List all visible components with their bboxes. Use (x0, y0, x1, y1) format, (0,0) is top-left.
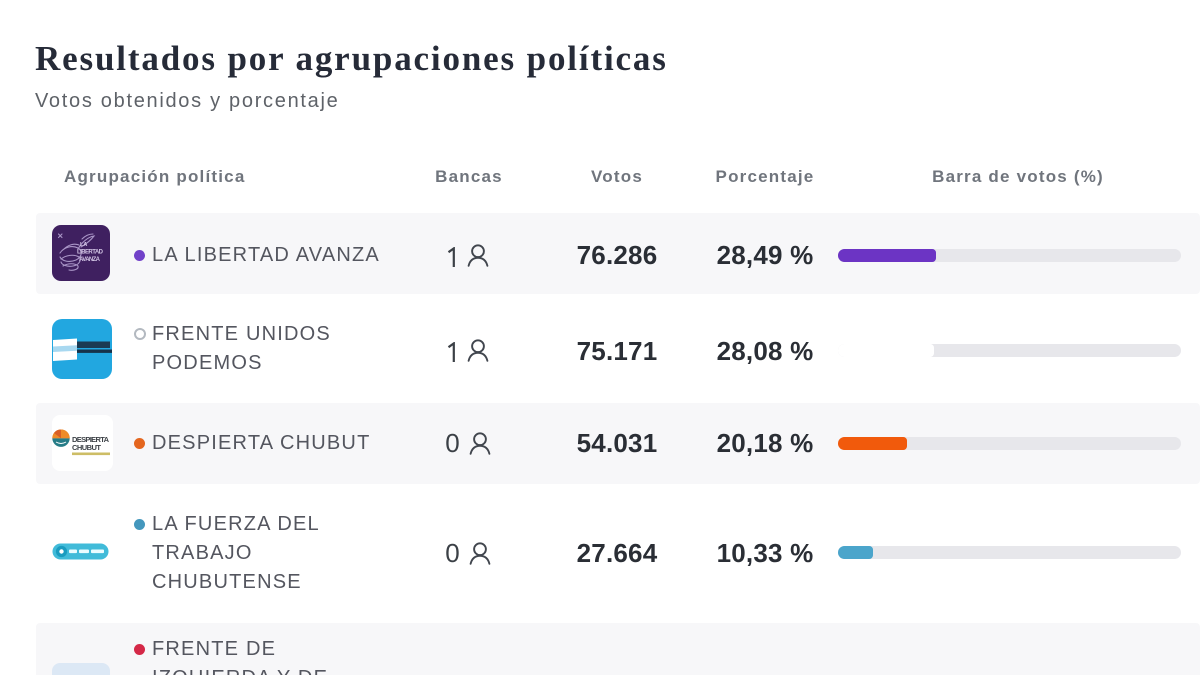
svg-text:LIBERTAD: LIBERTAD (77, 250, 104, 256)
svg-text:LA: LA (80, 242, 87, 248)
svg-text:AVANZA: AVANZA (79, 257, 101, 263)
svg-text:DESPIERTA: DESPIERTA (72, 435, 110, 444)
svg-text:CHUBUT: CHUBUT (72, 443, 101, 452)
